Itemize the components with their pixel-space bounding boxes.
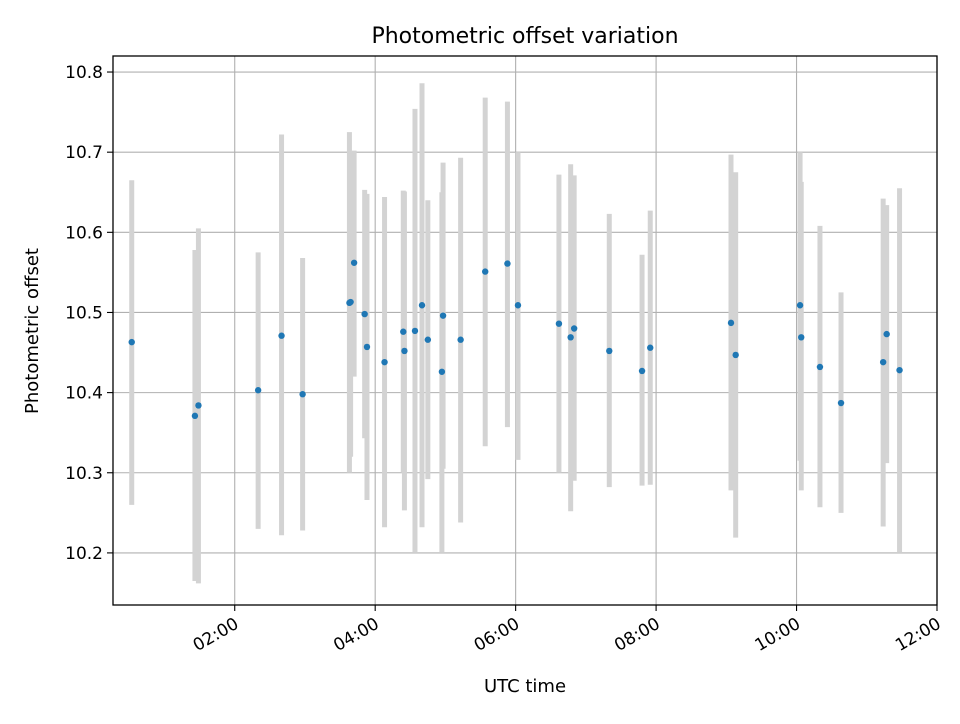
y-tick-label: 10.6 xyxy=(65,223,103,243)
data-point xyxy=(439,312,447,319)
data-point xyxy=(361,310,368,318)
data-point xyxy=(363,343,371,351)
data-point xyxy=(504,260,511,267)
data-point xyxy=(424,336,432,343)
y-tick-label: 10.3 xyxy=(65,464,103,484)
data-point xyxy=(638,367,646,375)
x-axis-label: UTC time xyxy=(484,676,566,697)
data-point xyxy=(401,347,408,355)
chart-title: Photometric offset variation xyxy=(371,24,678,49)
data-point xyxy=(606,347,613,355)
data-point xyxy=(798,334,805,341)
data-point xyxy=(195,402,202,409)
y-axis: 10.2 10.3 10.4 10.5 10.6 10.7 10.8 xyxy=(65,63,113,564)
data-point xyxy=(727,319,735,327)
data-point xyxy=(418,302,426,309)
data-point xyxy=(647,344,654,351)
data-point xyxy=(191,412,199,420)
data-point xyxy=(299,391,306,398)
data-point xyxy=(555,320,563,327)
data-point xyxy=(732,351,739,359)
data-point xyxy=(567,334,574,341)
y-tick-label: 10.2 xyxy=(65,544,103,564)
data-point xyxy=(883,330,890,338)
data-point xyxy=(128,338,135,346)
y-tick-label: 10.4 xyxy=(65,384,103,404)
data-point xyxy=(514,302,522,309)
data-point xyxy=(411,327,419,335)
y-tick-label: 10.7 xyxy=(65,143,103,163)
data-point xyxy=(438,368,446,375)
y-tick-label: 10.8 xyxy=(65,63,103,83)
data-point xyxy=(837,399,845,407)
data-point xyxy=(254,387,262,394)
data-point xyxy=(896,366,903,374)
data-point xyxy=(457,336,464,343)
data-point xyxy=(482,268,489,275)
y-axis-label: Photometric offset xyxy=(22,248,43,414)
y-tick-label: 10.5 xyxy=(65,303,103,323)
data-point xyxy=(347,298,354,306)
data-point xyxy=(796,302,804,309)
data-point xyxy=(350,259,358,266)
data-point xyxy=(570,325,578,332)
plot-frame xyxy=(112,55,938,606)
data-point xyxy=(816,363,824,371)
data-point xyxy=(381,358,388,366)
data-point xyxy=(400,328,407,335)
data-points xyxy=(128,259,903,420)
data-point xyxy=(879,358,887,366)
data-point xyxy=(278,332,285,339)
